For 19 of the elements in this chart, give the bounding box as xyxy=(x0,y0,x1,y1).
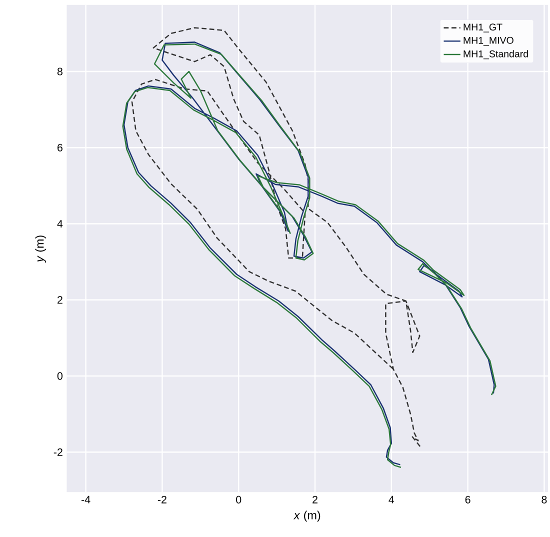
y-tick-label: 0 xyxy=(57,372,63,380)
legend-label: MH1_Standard xyxy=(464,50,528,60)
y-tick-label: 6 xyxy=(58,144,62,152)
x-tick-label: 6 xyxy=(465,496,470,504)
legend-label: MH1_MIVO xyxy=(464,36,514,46)
x-axis-title: x (m) xyxy=(293,510,320,522)
y-tick-label: 8 xyxy=(57,68,62,76)
y-tick-label: 4 xyxy=(57,220,63,228)
x-tick-label: 2 xyxy=(312,496,318,504)
x-tick-label: -2 xyxy=(158,496,166,504)
legend-label: MH1_GT xyxy=(464,24,502,32)
y-tick-label: -2 xyxy=(54,448,62,456)
x-tick-label: -4 xyxy=(82,496,90,504)
y-tick-label: 2 xyxy=(58,296,62,304)
y-axis-title: y (m) xyxy=(35,236,46,263)
line-series xyxy=(131,27,421,448)
x-tick-label: 0 xyxy=(236,496,242,504)
x-tick-label: 4 xyxy=(388,496,394,504)
x-tick-label: 8 xyxy=(542,496,547,504)
